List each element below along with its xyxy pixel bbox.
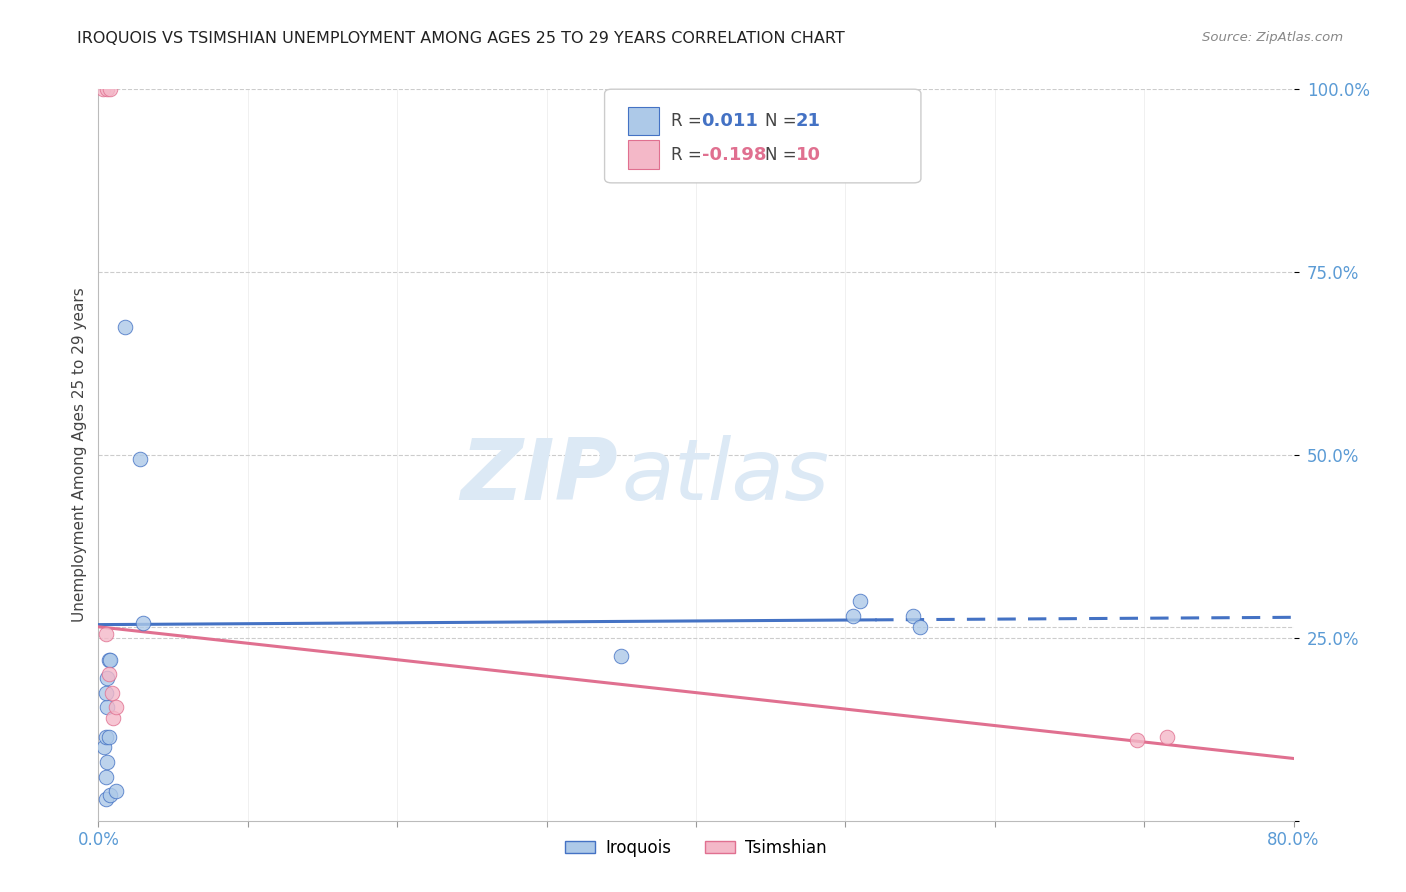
Text: ZIP: ZIP — [461, 435, 619, 518]
Y-axis label: Unemployment Among Ages 25 to 29 years: Unemployment Among Ages 25 to 29 years — [72, 287, 87, 623]
Point — [94, 627, 117, 641]
Text: atlas: atlas — [621, 435, 830, 518]
Point — [97, 667, 120, 681]
Text: 21: 21 — [796, 112, 821, 129]
Point — [91, 82, 114, 96]
Text: N =: N = — [765, 112, 801, 129]
Point — [94, 770, 117, 784]
Point — [97, 653, 120, 667]
Point — [114, 319, 136, 334]
Text: 0.011: 0.011 — [702, 112, 758, 129]
Point — [849, 594, 872, 608]
Text: IROQUOIS VS TSIMSHIAN UNEMPLOYMENT AMONG AGES 25 TO 29 YEARS CORRELATION CHART: IROQUOIS VS TSIMSHIAN UNEMPLOYMENT AMONG… — [77, 31, 845, 46]
Point — [96, 671, 118, 685]
Point — [98, 653, 122, 667]
Point — [105, 784, 128, 798]
Point — [96, 82, 118, 96]
Point — [93, 740, 115, 755]
Text: 10: 10 — [796, 145, 821, 163]
Point — [98, 788, 122, 802]
Point — [1125, 733, 1147, 747]
Text: -0.198: -0.198 — [702, 145, 766, 163]
Point — [129, 451, 152, 466]
Text: N =: N = — [765, 145, 801, 163]
Point — [901, 608, 924, 623]
Text: R =: R = — [671, 112, 707, 129]
Point — [94, 686, 117, 700]
Point — [94, 791, 117, 805]
Point — [101, 686, 124, 700]
Point — [908, 620, 931, 634]
Text: R =: R = — [671, 145, 707, 163]
Point — [96, 755, 118, 769]
Point — [94, 730, 117, 744]
Point — [98, 82, 122, 96]
Legend: Iroquois, Tsimshian: Iroquois, Tsimshian — [558, 832, 834, 863]
Point — [103, 711, 125, 725]
Point — [842, 608, 865, 623]
Text: Source: ZipAtlas.com: Source: ZipAtlas.com — [1202, 31, 1343, 45]
Point — [1156, 730, 1178, 744]
Point — [97, 730, 120, 744]
Point — [105, 700, 128, 714]
Point — [610, 649, 633, 664]
Point — [96, 700, 118, 714]
Point — [132, 616, 155, 631]
